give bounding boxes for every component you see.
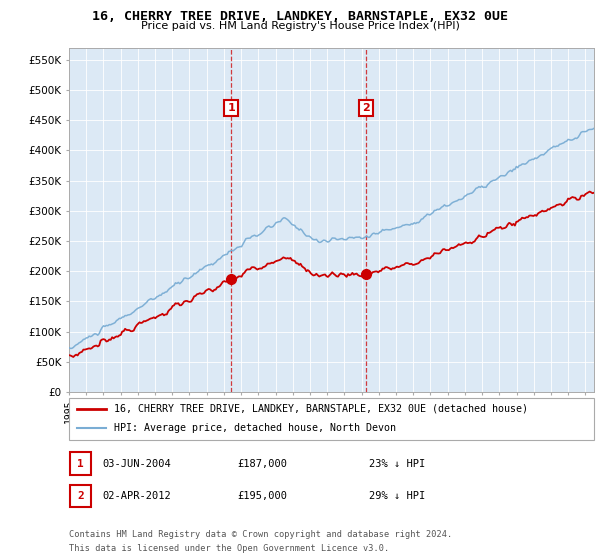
FancyBboxPatch shape [70, 452, 91, 475]
Text: £187,000: £187,000 [237, 459, 287, 469]
Text: This data is licensed under the Open Government Licence v3.0.: This data is licensed under the Open Gov… [69, 544, 389, 553]
Text: HPI: Average price, detached house, North Devon: HPI: Average price, detached house, Nort… [113, 423, 395, 433]
Text: 16, CHERRY TREE DRIVE, LANDKEY, BARNSTAPLE, EX32 0UE: 16, CHERRY TREE DRIVE, LANDKEY, BARNSTAP… [92, 10, 508, 23]
FancyBboxPatch shape [70, 485, 91, 507]
Text: Price paid vs. HM Land Registry's House Price Index (HPI): Price paid vs. HM Land Registry's House … [140, 21, 460, 31]
Text: 1: 1 [227, 103, 235, 113]
FancyBboxPatch shape [69, 398, 594, 440]
Text: 2: 2 [362, 103, 370, 113]
Text: 23% ↓ HPI: 23% ↓ HPI [369, 459, 425, 469]
Text: 02-APR-2012: 02-APR-2012 [102, 491, 171, 501]
Text: £195,000: £195,000 [237, 491, 287, 501]
Text: 16, CHERRY TREE DRIVE, LANDKEY, BARNSTAPLE, EX32 0UE (detached house): 16, CHERRY TREE DRIVE, LANDKEY, BARNSTAP… [113, 404, 527, 414]
Text: Contains HM Land Registry data © Crown copyright and database right 2024.: Contains HM Land Registry data © Crown c… [69, 530, 452, 539]
Text: 1: 1 [77, 459, 84, 469]
Text: 2: 2 [77, 491, 84, 501]
Text: 29% ↓ HPI: 29% ↓ HPI [369, 491, 425, 501]
Text: 03-JUN-2004: 03-JUN-2004 [102, 459, 171, 469]
